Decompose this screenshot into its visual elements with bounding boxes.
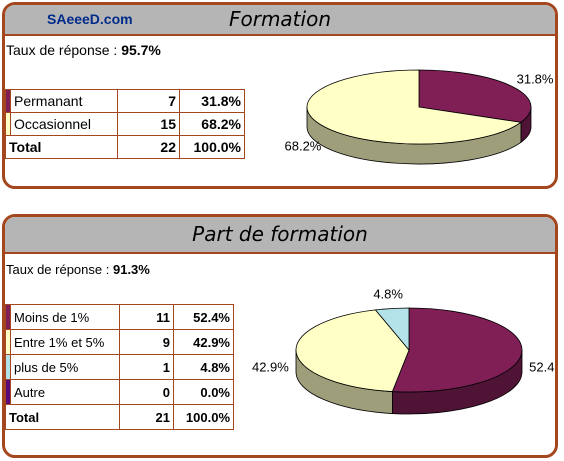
table-row: Permanant 7 31.8% (5, 89, 245, 113)
pie-slice (391, 307, 523, 393)
table-row: Autre 0 0.0% (5, 379, 234, 405)
table-row: Moins de 1% 11 52.4% (5, 304, 234, 330)
pie-data-label: 4.8% (373, 287, 403, 302)
legend-label: Occasionnel (10, 112, 118, 136)
site-name: SAeeeD.com (47, 11, 133, 27)
total-count: 22 (117, 135, 180, 159)
legend-label: plus de 5% (10, 354, 120, 380)
pie-slice (295, 309, 410, 392)
part-formation-panel: Part de formation Taux de réponse : 91.3… (2, 214, 558, 458)
pie-data-label: 31.8% (517, 71, 554, 86)
legend-percent: 0.0% (173, 379, 234, 405)
legend-label: Autre (10, 379, 120, 405)
part-formation-title-bar: Part de formation (5, 217, 555, 254)
response-rate-label: Taux de réponse : (6, 262, 110, 277)
legend-count: 9 (119, 329, 174, 355)
part-formation-title: Part de formation (192, 222, 368, 246)
pie-data-label: 68.2% (285, 139, 322, 154)
response-rate-label: Taux de réponse : (6, 42, 118, 58)
formation-response-rate: Taux de réponse : 95.7% (6, 42, 161, 58)
pie-data-label: 52.4% (529, 359, 555, 374)
formation-title: Formation (228, 7, 331, 31)
formation-title-bar: SAeeeD.com Formation (5, 5, 555, 36)
pie-data-label: 42.9% (252, 360, 289, 375)
legend-percent: 4.8% (173, 354, 234, 380)
total-percent: 100.0% (179, 135, 245, 159)
table-row: Entre 1% et 5% 9 42.9% (5, 329, 234, 355)
table-row: plus de 5% 1 4.8% (5, 354, 234, 380)
formation-legend-table: Permanant 7 31.8% Occasionnel 15 68.2% T… (5, 89, 245, 159)
legend-label: Moins de 1% (10, 304, 120, 330)
response-rate-value: 91.3% (112, 262, 150, 277)
part-formation-response-rate: Taux de réponse : 91.3% (6, 262, 150, 277)
legend-percent: 31.8% (179, 89, 245, 113)
formation-pie-chart: 31.8% 68.2% (285, 69, 554, 165)
table-total-row: Total 21 100.0% (5, 404, 234, 430)
part-formation-pie-chart: 52.4% 42.9% 4.8% (252, 287, 555, 415)
legend-percent: 52.4% (173, 304, 234, 330)
part-formation-legend-table: Moins de 1% 11 52.4% Entre 1% et 5% 9 42… (5, 304, 234, 430)
legend-percent: 42.9% (173, 329, 234, 355)
pie-slice (374, 307, 410, 352)
pie-slice (306, 69, 522, 145)
formation-panel: SAeeeD.com Formation Taux de réponse : 9… (2, 2, 558, 189)
pie-slice (418, 69, 532, 123)
response-rate-value: 95.7% (121, 42, 161, 58)
table-total-row: Total 22 100.0% (5, 135, 245, 159)
total-percent: 100.0% (173, 404, 234, 430)
